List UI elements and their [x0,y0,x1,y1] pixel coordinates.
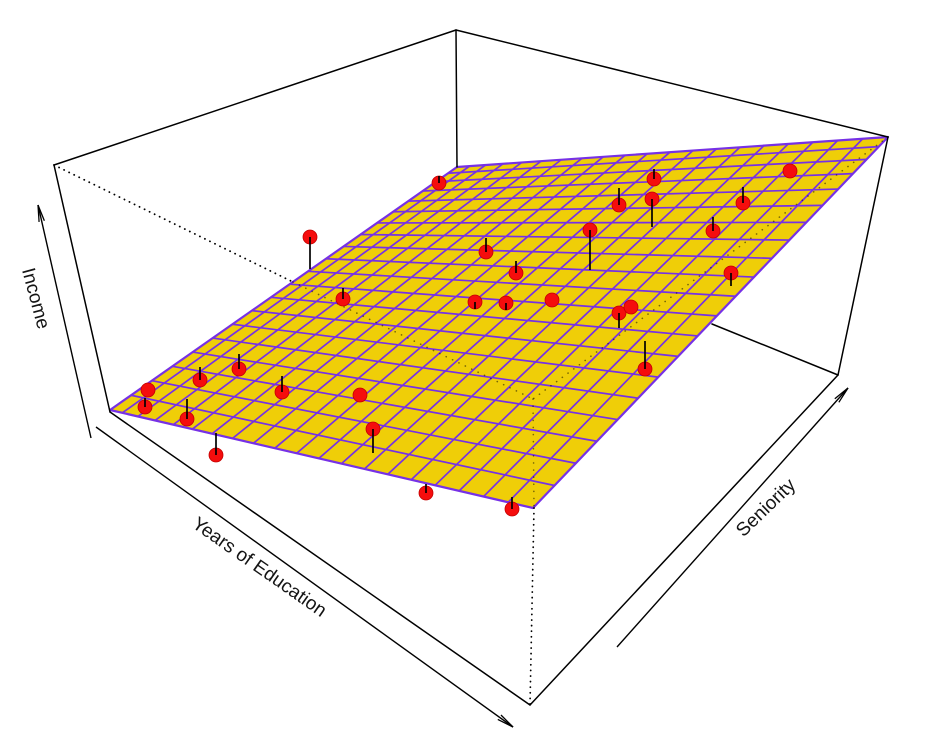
plane-grid-line [387,146,741,475]
axis-line [37,204,92,439]
plane-grid-line [360,233,790,241]
plane-grid-line [377,221,807,224]
box-edge [455,29,458,168]
hidden-edge [529,507,535,706]
data-point [544,292,560,308]
axis-arrowhead [37,204,45,222]
plane-grid-line [251,309,679,358]
plane-grid-line [191,160,542,430]
plane-grid-line [252,156,604,444]
box-edge [53,164,111,413]
plane-grid-line [325,257,755,278]
perspective-box-frame [53,29,889,706]
plane-grid-line [318,151,671,460]
plane-grid-line [434,143,789,486]
plane-grid-line [154,163,504,422]
data-point [782,163,798,179]
hidden-edge [53,164,294,283]
plane-grid-line [121,165,471,414]
plane-grid-line [482,139,839,498]
plane-grid-line [343,245,772,260]
plane-grid-line [307,270,736,298]
axis-line [95,426,514,728]
axis-arrows [37,204,849,728]
data-point [352,387,368,403]
plane-grid-line [172,365,597,443]
axis-arrowhead [834,387,849,400]
axis-arrowhead [500,714,514,728]
hidden-box-edges-dotted [53,136,889,706]
residual-segments [144,169,744,509]
axis-arrowhead [497,718,514,728]
plane-grid-line [232,157,583,440]
plane-grid-line [151,379,576,465]
plane-grid-line [422,172,853,192]
plane-grid-line [408,188,839,202]
data-point [140,382,156,398]
plane-grid-line [393,204,823,213]
plane-grid-line [212,337,639,400]
axis-line [616,387,849,648]
plane-grid-line [274,154,626,449]
axis-arrowhead [838,387,849,403]
box-edge [109,411,531,706]
plane-grid-line [458,141,814,492]
box-edge [529,374,839,706]
plane-grid-line [410,145,765,481]
plane-grid-line [232,323,659,378]
box-edge [455,29,889,138]
plane-grid-line [447,145,879,175]
plane-grid-line [507,138,864,503]
data-point [623,299,639,315]
regression-plane-grid [121,138,879,503]
axis-arrowhead [37,204,40,223]
box-edge [711,323,839,376]
plane-grid-line [340,149,694,465]
plane-grid-line [436,158,867,183]
box-edge [837,136,889,376]
plane-grid-line [130,394,555,487]
plane-grid-line [192,351,618,421]
plane-grid-line [211,159,562,435]
hidden-edge [532,136,889,400]
box-edge [53,29,457,166]
